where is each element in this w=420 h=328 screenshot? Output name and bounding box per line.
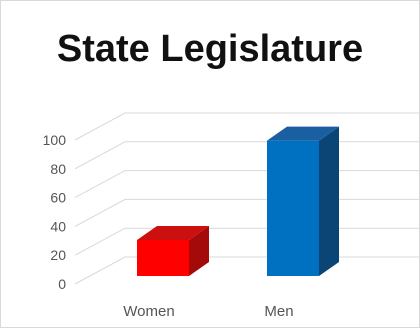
bar-women xyxy=(137,226,209,276)
bar-front xyxy=(267,140,319,276)
y-tick-label: 40 xyxy=(50,218,66,234)
bar-front xyxy=(137,240,189,276)
chart-title: State Legislature xyxy=(56,28,364,70)
bar-top xyxy=(137,226,209,240)
bar-men xyxy=(267,126,339,276)
bar-side xyxy=(189,226,209,276)
y-tick-label: 0 xyxy=(58,276,66,292)
bar-top xyxy=(267,126,339,141)
y-tick-label: 100 xyxy=(43,132,67,148)
gridlines xyxy=(74,112,420,285)
gridline xyxy=(74,198,420,227)
category-label: Men xyxy=(264,303,293,320)
y-tick-label: 80 xyxy=(50,161,66,177)
gridline xyxy=(74,256,420,285)
category-labels: Women Men xyxy=(123,303,293,320)
gridline xyxy=(74,170,420,199)
bar-side xyxy=(319,126,339,276)
category-label: Women xyxy=(123,303,174,320)
y-axis-tick-labels: 0 20 40 60 80 100 xyxy=(43,132,67,292)
y-tick-label: 20 xyxy=(50,247,66,263)
gridline xyxy=(74,112,420,141)
bars xyxy=(137,126,339,276)
y-tick-label: 60 xyxy=(50,190,66,206)
gridline xyxy=(74,141,420,170)
gridline xyxy=(74,227,420,256)
